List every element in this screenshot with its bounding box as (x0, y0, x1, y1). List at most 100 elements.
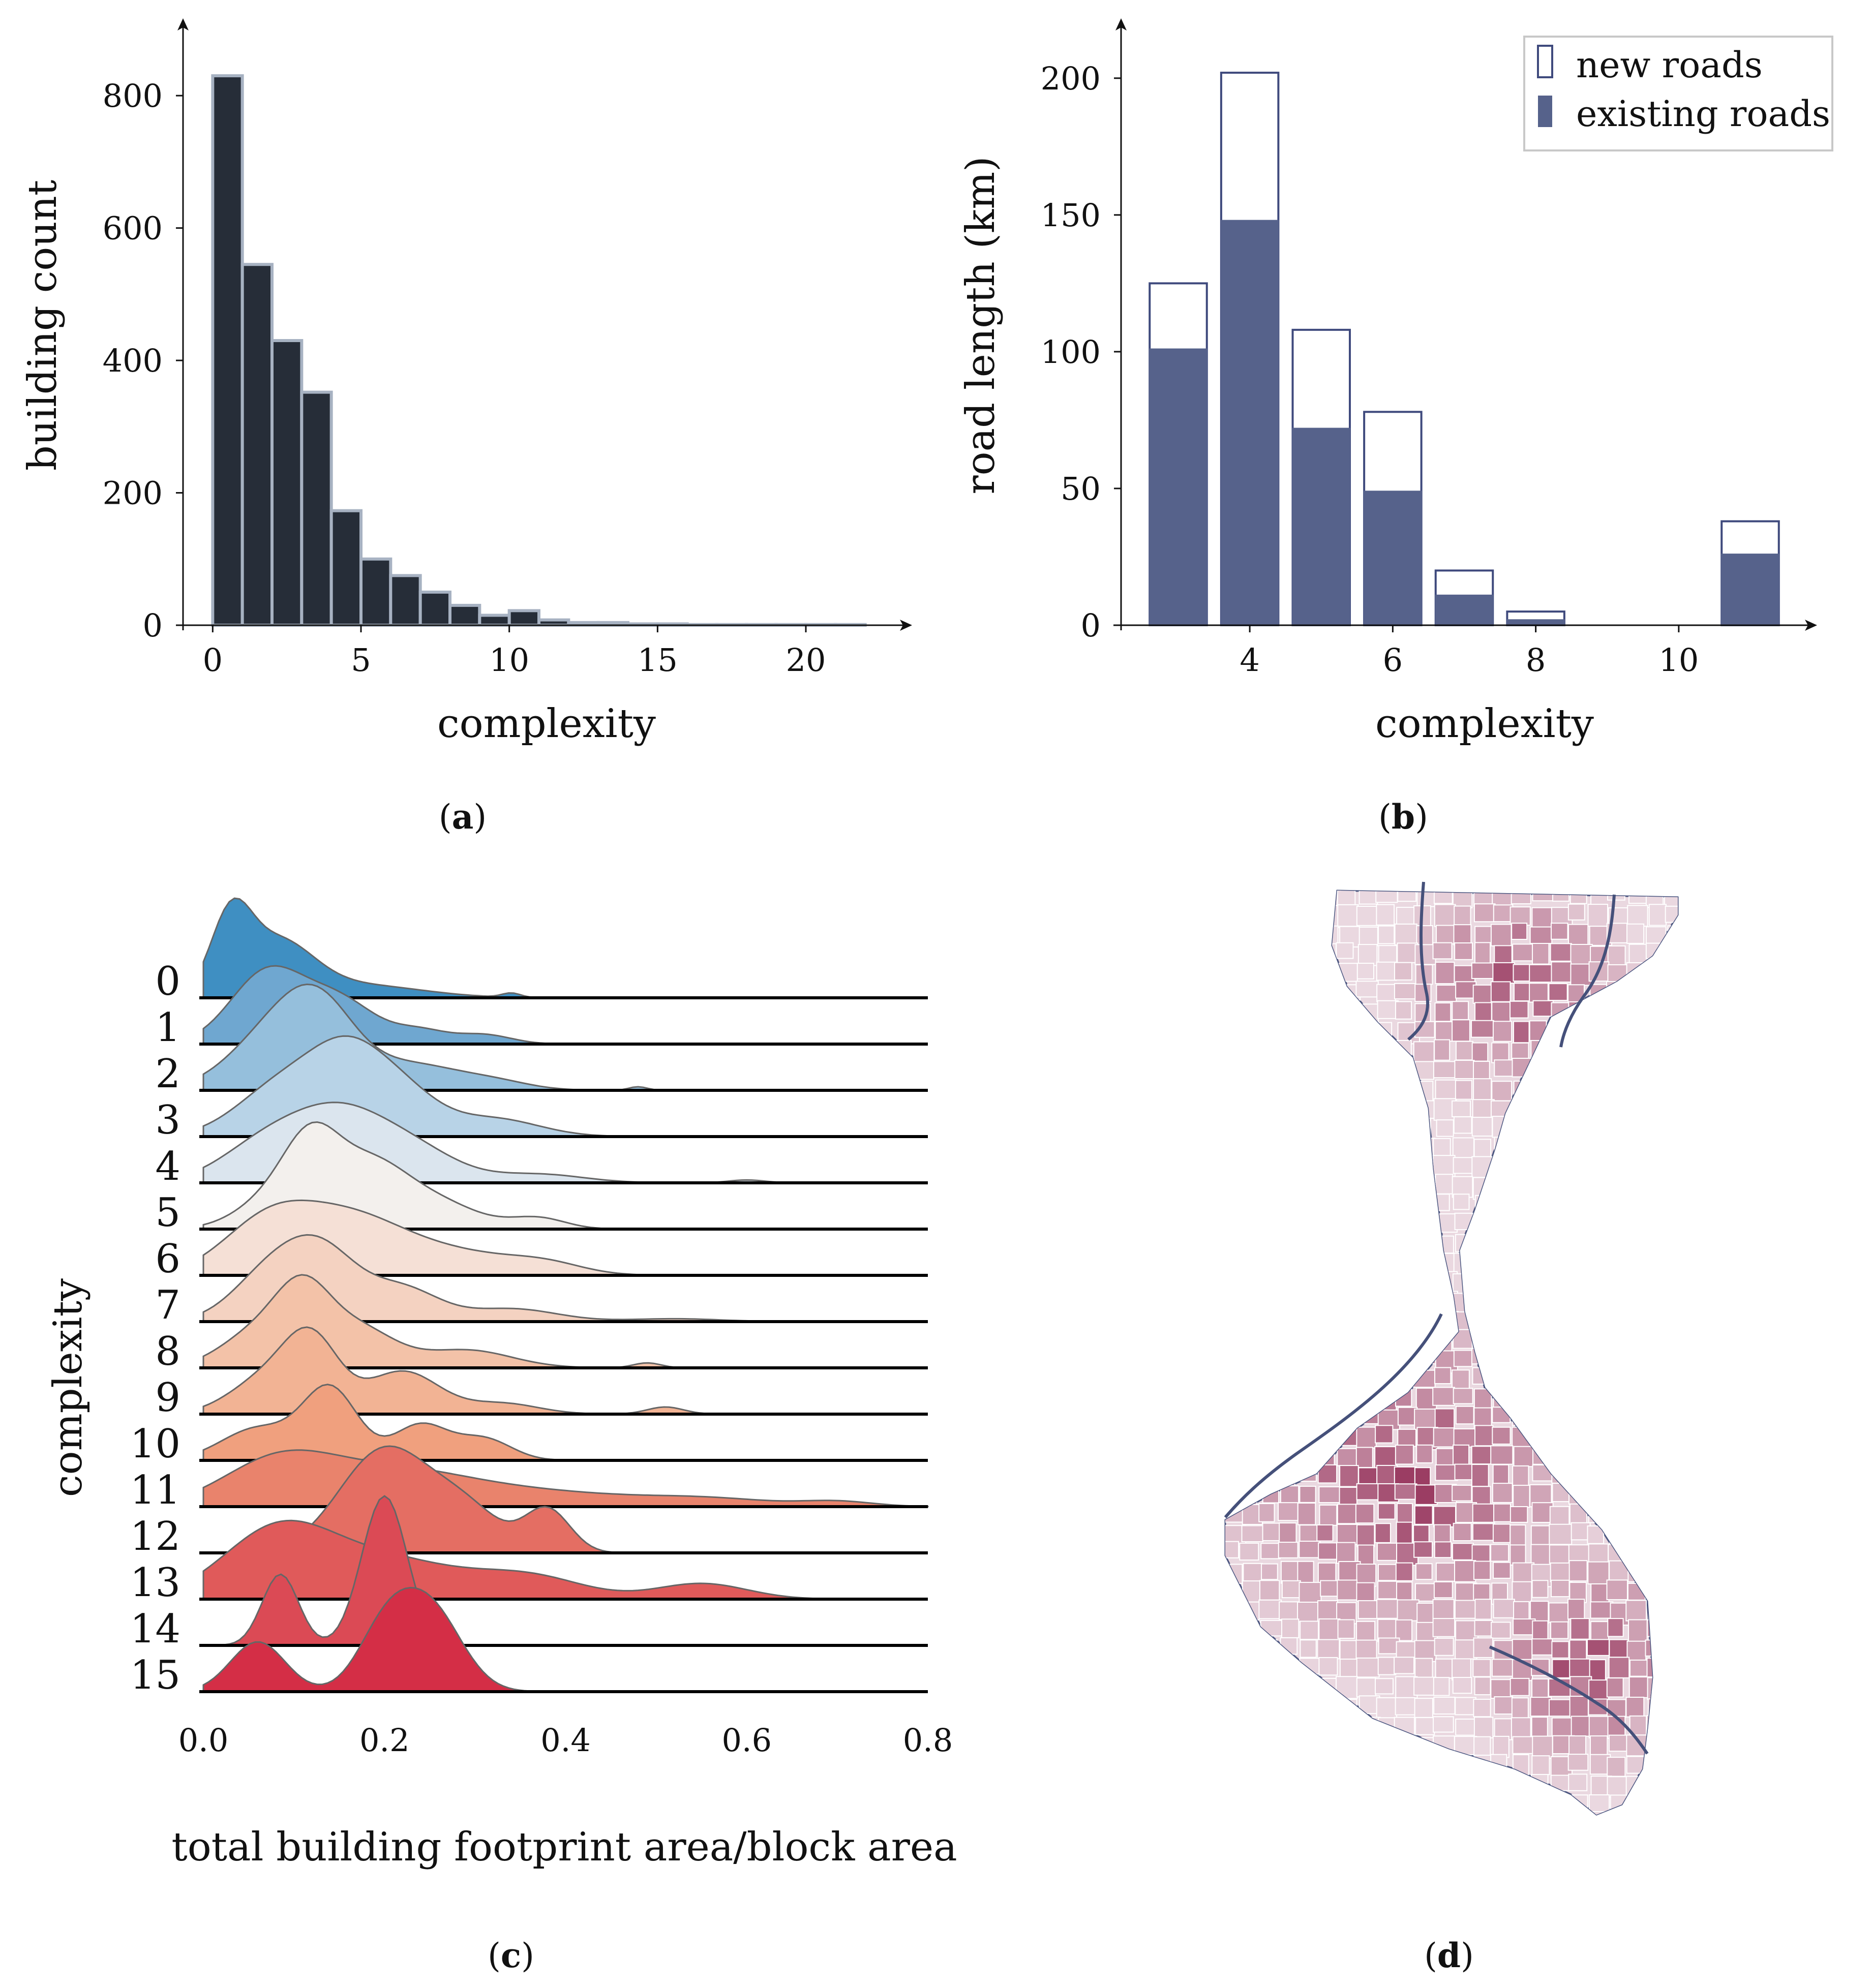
map-block (1355, 1309, 1378, 1330)
map-block (1627, 1311, 1647, 1331)
map-block (1453, 1755, 1472, 1778)
map-block (1376, 904, 1395, 926)
map-block (1494, 945, 1513, 965)
map-block (1358, 926, 1378, 946)
map-block (1588, 1425, 1608, 1446)
map-block (1472, 1659, 1491, 1677)
map-block (1337, 1020, 1356, 1044)
map-block (1666, 1214, 1678, 1235)
map-block (1433, 1814, 1456, 1815)
map-block (1587, 1561, 1610, 1585)
map-block (1337, 1079, 1355, 1098)
x-tick-label: 0.8 (903, 1722, 953, 1759)
map-block (1414, 1484, 1438, 1505)
panel-paren-close: ) (1415, 798, 1428, 837)
map-block (1492, 1271, 1513, 1292)
map-block (1491, 1042, 1509, 1063)
map-block (1319, 1077, 1337, 1098)
map-block (1530, 1544, 1551, 1566)
map-block (1589, 1409, 1609, 1430)
map-block (1356, 1737, 1376, 1760)
map-block (1607, 945, 1626, 967)
map-block (1648, 904, 1667, 926)
map-block (1261, 984, 1285, 1004)
map-block (1645, 1639, 1662, 1657)
map-block (1645, 942, 1668, 960)
map-block (1242, 1813, 1260, 1815)
map-block (1492, 1483, 1513, 1503)
map-block (1416, 891, 1436, 907)
map-block (1647, 1543, 1670, 1566)
map-block (1529, 983, 1549, 1003)
map-block (1648, 1465, 1669, 1486)
x-tick-label: 4 (1240, 641, 1259, 679)
map-block (1452, 1100, 1471, 1117)
map-block (1261, 1409, 1283, 1432)
map-block (1626, 1292, 1646, 1310)
map-block (1317, 1156, 1341, 1178)
map-block (1550, 1579, 1570, 1598)
map-block (1225, 1137, 1240, 1155)
map-block (1225, 1581, 1238, 1602)
map-block (1374, 1311, 1396, 1328)
map-block (1625, 1542, 1643, 1565)
map-block (1337, 1059, 1355, 1083)
map-block (1225, 1214, 1239, 1234)
map-block (1261, 1077, 1280, 1099)
map-block (1646, 1561, 1666, 1578)
map-block (1357, 1349, 1376, 1368)
map-block (1355, 1158, 1374, 1178)
map-block (1357, 1061, 1376, 1081)
map-block (1531, 1293, 1551, 1309)
map-block (1568, 1212, 1587, 1231)
map-block (1509, 1157, 1530, 1178)
map-block (1648, 1522, 1666, 1542)
histogram-bar (478, 614, 511, 627)
map-block (1511, 923, 1528, 940)
x-tick-label: 10 (489, 641, 529, 679)
map-block (1241, 1039, 1263, 1057)
map-block (1394, 1099, 1416, 1123)
map-block (1279, 1776, 1302, 1795)
map-block (1510, 1389, 1527, 1413)
map-block (1490, 1233, 1510, 1250)
map-block (1511, 891, 1531, 905)
histogram-bar (211, 74, 244, 627)
map-block (1278, 1502, 1299, 1521)
map-block (1454, 1463, 1473, 1481)
map-block (1243, 1409, 1260, 1426)
map-block (1317, 1562, 1337, 1584)
map-block (1374, 1756, 1394, 1775)
map-block (1278, 1041, 1301, 1061)
map-block (1474, 942, 1491, 965)
map-block (1646, 1255, 1668, 1273)
map-block (1415, 1176, 1436, 1198)
map-block (1531, 1717, 1548, 1737)
map-block (1376, 984, 1396, 1002)
map-block (1433, 1581, 1453, 1599)
map-block (1668, 1177, 1678, 1198)
map-block (1492, 1176, 1512, 1198)
map-block (1512, 1465, 1529, 1488)
map-block (1529, 1409, 1549, 1430)
ridge-row-label: 0 (155, 959, 180, 1004)
map-block (1300, 1696, 1320, 1720)
map-block (1338, 1252, 1359, 1273)
map-block (1395, 1814, 1413, 1815)
map-block (1279, 1251, 1301, 1272)
map-block (1590, 1174, 1608, 1196)
map-block (1225, 1080, 1246, 1101)
map-block (1281, 1000, 1302, 1022)
map-block (1336, 1177, 1355, 1197)
map-block (1645, 1445, 1664, 1467)
map-block (1317, 943, 1337, 964)
map-block (1548, 983, 1568, 1001)
map-block (1606, 1407, 1628, 1425)
map-block (1646, 1196, 1667, 1214)
map-block (1549, 1544, 1569, 1564)
map-block (1338, 1812, 1356, 1815)
map-block (1298, 942, 1321, 966)
histogram-bar (507, 609, 541, 627)
ridge-row-label: 9 (155, 1375, 180, 1421)
map-block (1610, 1485, 1628, 1503)
